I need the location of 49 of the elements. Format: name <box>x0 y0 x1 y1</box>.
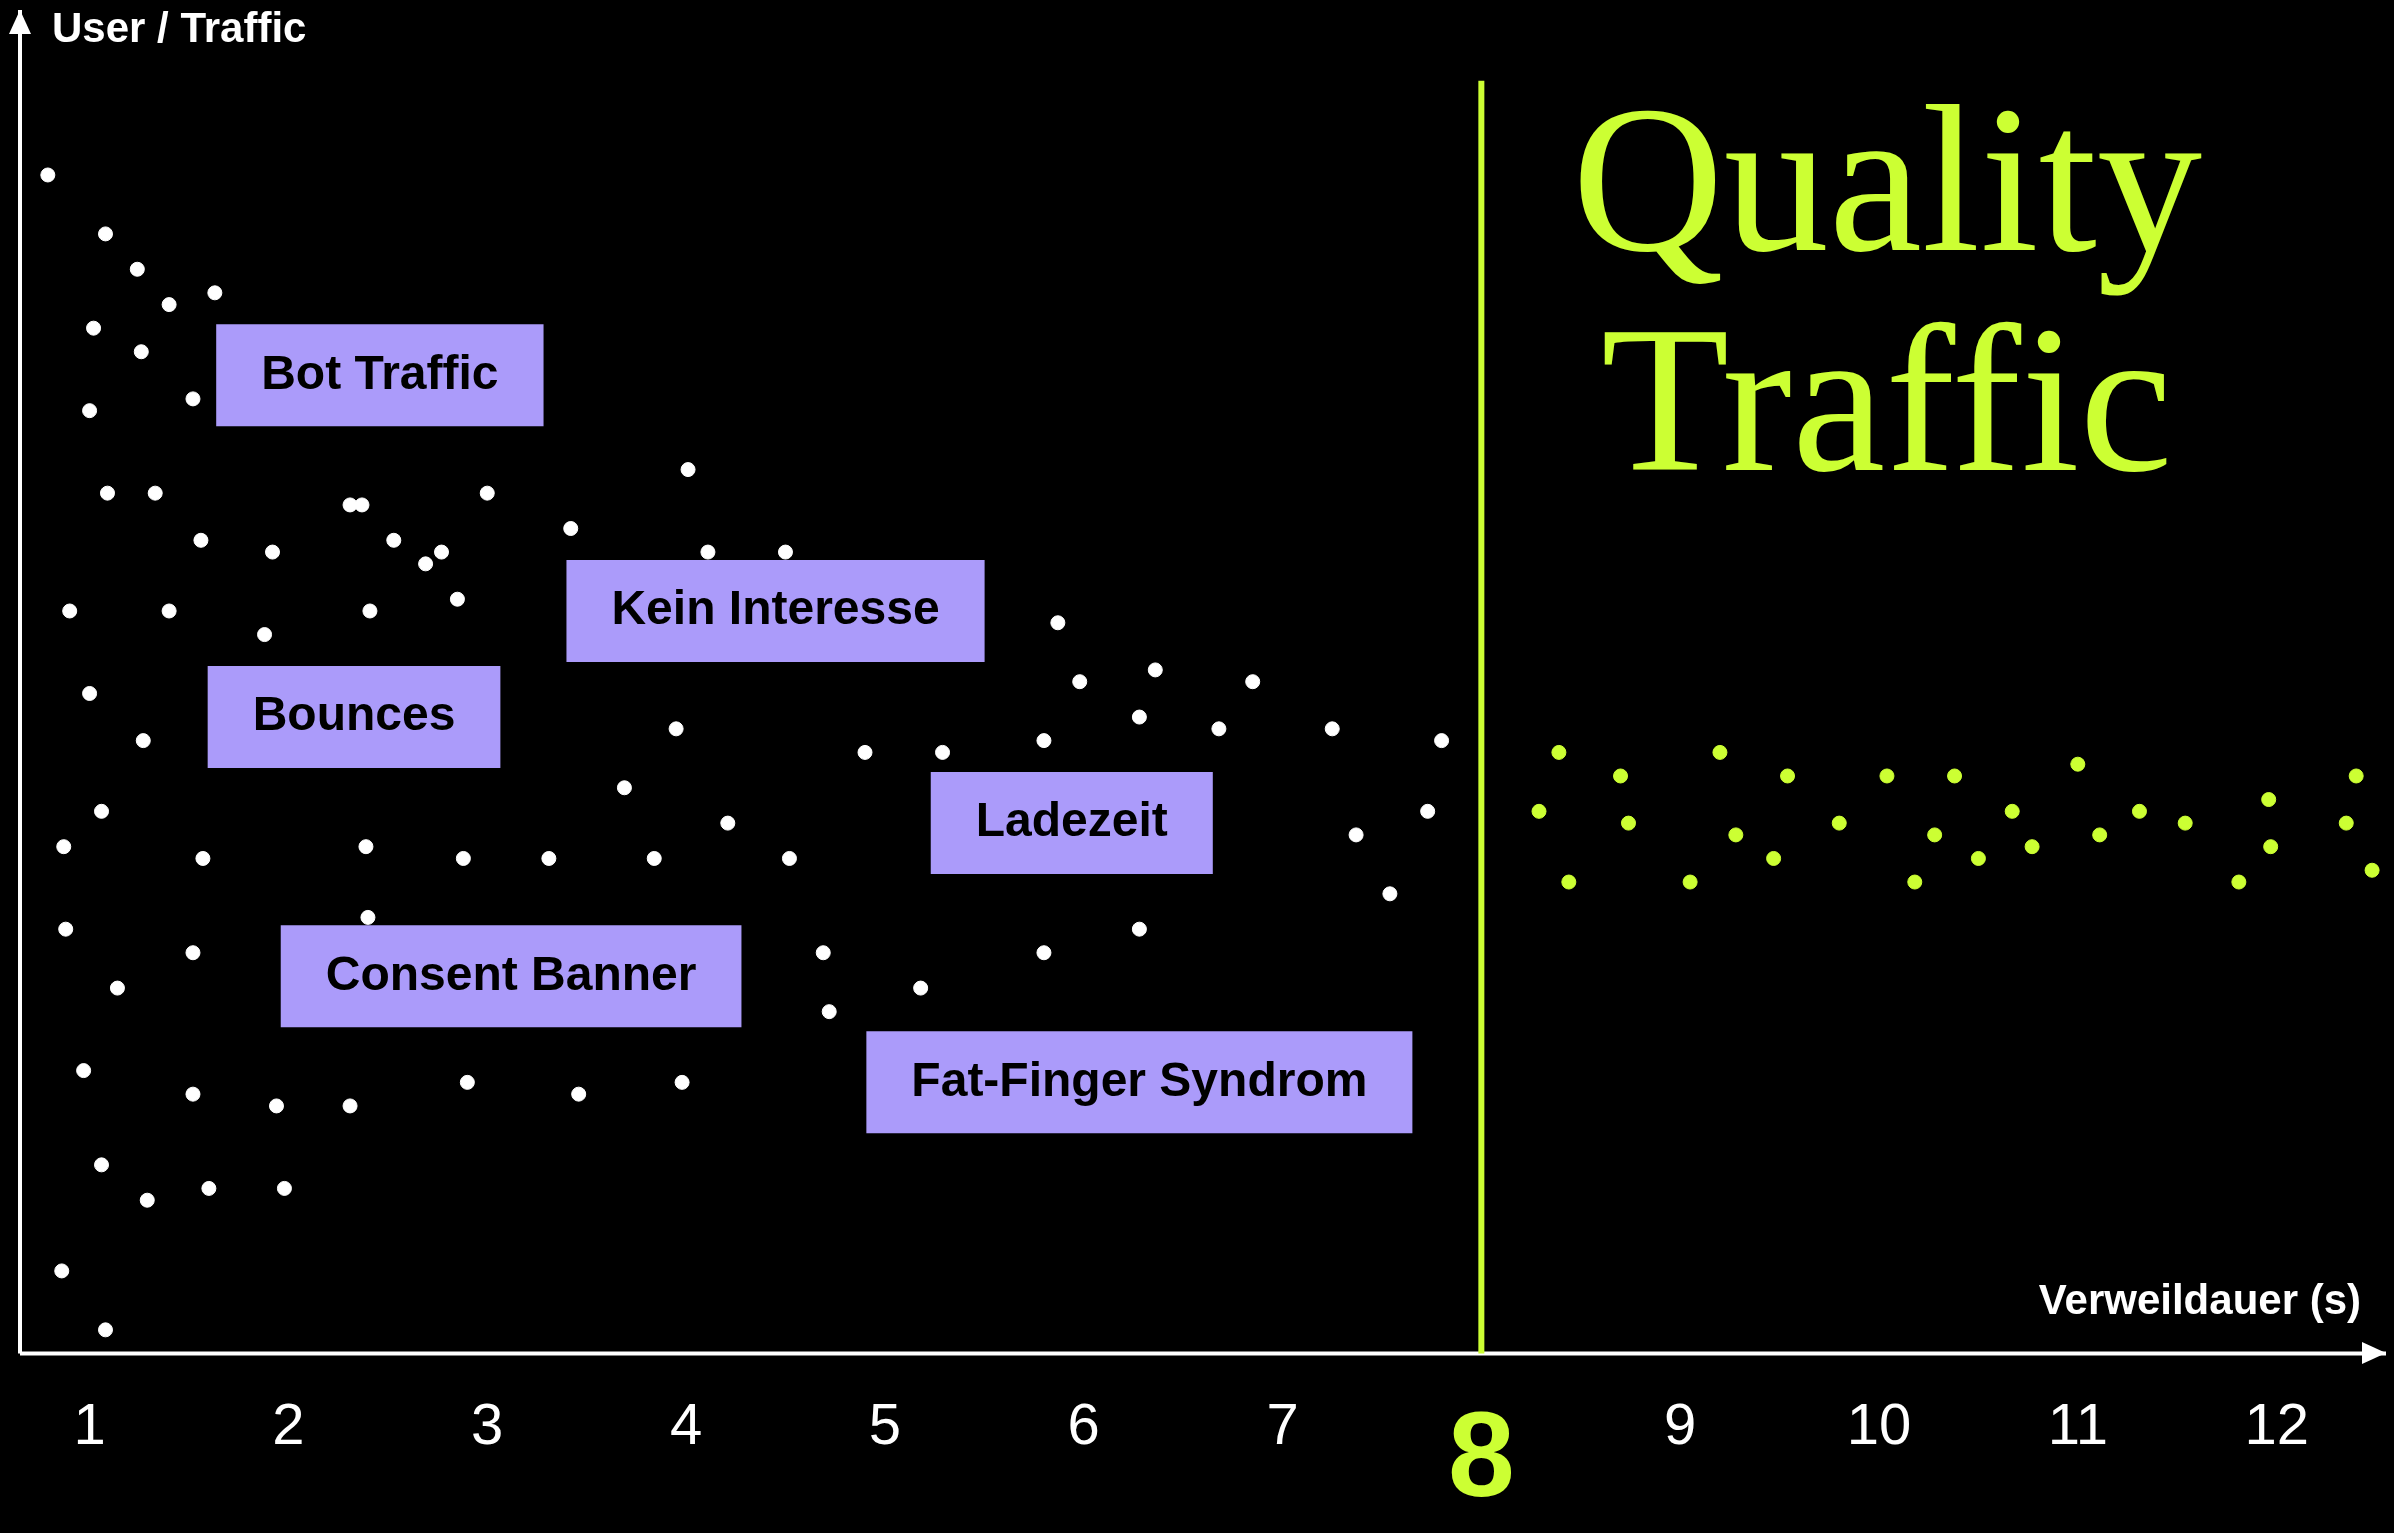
point <box>2338 815 2354 831</box>
annotation: Bot Traffic <box>261 345 499 399</box>
point <box>1879 768 1895 784</box>
point <box>2092 827 2108 843</box>
x-tick-label: 12 <box>2244 1391 2309 1457</box>
point <box>1531 803 1547 819</box>
point <box>1927 827 1943 843</box>
point <box>2070 756 2086 772</box>
x-tick-label: 5 <box>868 1391 902 1457</box>
point <box>1620 815 1636 831</box>
x-tick-label: 6 <box>1067 1391 1100 1457</box>
ref-line-label: 8 <box>1447 1387 1515 1522</box>
point <box>1766 850 1782 866</box>
annotation: Fat-Finger Syndrom <box>911 1052 1368 1106</box>
point <box>2024 839 2040 855</box>
point <box>2348 768 2364 784</box>
point <box>1831 815 1847 831</box>
x-tick-label: 9 <box>1664 1391 1697 1457</box>
annotation: Consent Banner <box>325 946 697 1000</box>
point <box>1682 874 1698 890</box>
point <box>1712 744 1728 760</box>
point <box>1947 768 1963 784</box>
point <box>2231 874 2247 890</box>
point <box>2004 803 2020 819</box>
annotation: Ladezeit <box>975 793 1168 847</box>
annotation: Bounces <box>252 687 456 741</box>
y-axis-title: User / Traffic <box>52 3 307 51</box>
point <box>1907 874 1923 890</box>
point <box>1613 768 1629 784</box>
point <box>2177 815 2193 831</box>
point <box>2261 792 2277 808</box>
x-tick-label: 7 <box>1266 1391 1299 1457</box>
point <box>2263 839 2279 855</box>
x-tick-label: 2 <box>272 1391 305 1457</box>
point <box>2131 803 2147 819</box>
x-tick-label: 4 <box>669 1391 703 1457</box>
point <box>1780 768 1796 784</box>
annotation: Kein Interesse <box>611 581 940 635</box>
point <box>2364 862 2380 878</box>
point <box>1561 874 1577 890</box>
x-tick-label: 10 <box>1846 1391 1912 1457</box>
point <box>1970 850 1986 866</box>
point <box>1551 744 1567 760</box>
annotation: Quality Traffic <box>1572 62 2202 515</box>
x-tick-label: 1 <box>73 1391 106 1457</box>
x-tick-label: 11 <box>2047 1391 2108 1457</box>
x-tick-label: 3 <box>471 1391 504 1457</box>
point <box>1728 827 1744 843</box>
x-axis-title: Verweildauer (s) <box>2038 1275 2361 1323</box>
